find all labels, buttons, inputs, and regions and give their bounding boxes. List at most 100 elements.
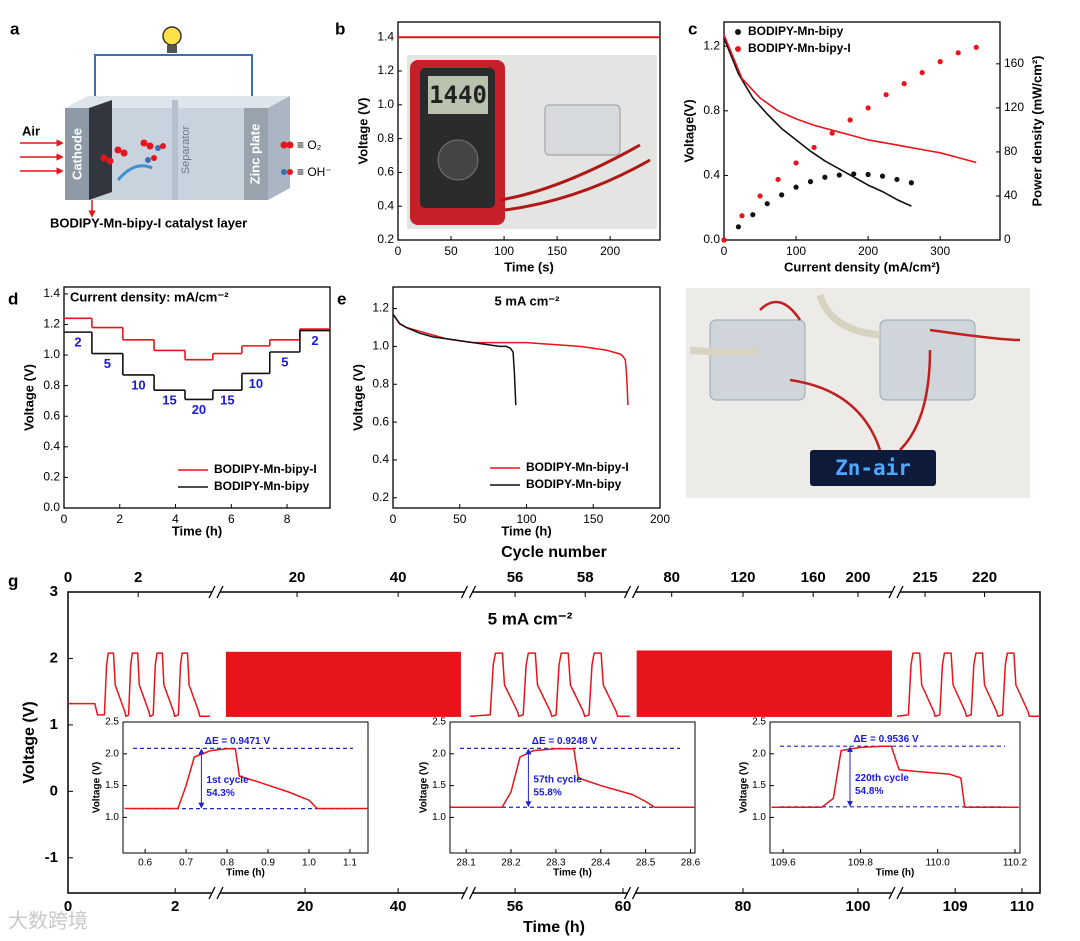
x2-tick-label: 120	[730, 569, 755, 586]
legend-label: BODIPY-Mn-bipy-I	[748, 41, 851, 55]
wire	[94, 54, 253, 108]
probe-wires	[499, 143, 651, 212]
cathode-label: Cathode	[69, 128, 84, 180]
y-tick-label: 1.0	[432, 812, 446, 823]
axis-break	[460, 585, 477, 599]
separator-plate	[172, 100, 178, 200]
x-axis-label: Time (h)	[523, 919, 585, 936]
y-tick-label: 1.4	[377, 29, 394, 43]
power-dot	[937, 59, 943, 65]
power-dot	[847, 117, 853, 123]
y-tick-label: 1.0	[105, 812, 119, 823]
legend-label: BODIPY-Mn-bipy	[214, 479, 310, 493]
legend-swatch	[735, 29, 741, 35]
step-label: 2	[311, 333, 318, 348]
legend-swatch	[735, 46, 741, 52]
cell	[879, 319, 976, 401]
x2-tick-label: 58	[577, 569, 594, 586]
x-axis-label: Current density (mA/cm²)	[784, 259, 940, 274]
y-tick-label: 1.4	[43, 286, 60, 300]
x-tick-label: 100	[516, 512, 536, 526]
y-tick-label: 1.0	[43, 347, 60, 361]
cathode-plate	[65, 108, 89, 200]
x-axis-label: Time (h)	[172, 523, 222, 538]
y-tick-label: 2.5	[105, 717, 119, 728]
data-line	[896, 652, 1040, 718]
x-tick-label: 1.1	[343, 858, 357, 869]
tubes	[689, 293, 881, 356]
power-dot	[829, 130, 835, 136]
power-dot	[919, 70, 925, 76]
y-tick-label: 1.2	[372, 301, 389, 315]
data-line	[124, 747, 368, 810]
power-dot	[750, 212, 756, 218]
y-axis-label: Voltage (V)	[21, 701, 38, 783]
panel-label: b	[335, 19, 345, 38]
x-tick-label: 110	[1010, 898, 1034, 915]
x2-tick-label: 0	[64, 569, 72, 586]
power-dot	[955, 50, 961, 56]
y-tick-label: 0	[50, 782, 58, 799]
y-tick-label: 0.4	[372, 452, 389, 466]
panel-label: d	[8, 289, 18, 308]
zinc-plate-label: Zinc plate	[247, 124, 262, 185]
power-dot	[883, 92, 889, 98]
power-dot	[811, 144, 817, 151]
plot-frame	[723, 21, 1001, 241]
power-dot	[793, 184, 799, 190]
x-tick-label: 150	[547, 244, 567, 258]
x-tick-label: 40	[390, 898, 407, 915]
delta-label: ΔE = 0.9248 V	[532, 736, 598, 747]
y-axis-label: Voltage(V)	[681, 99, 696, 162]
legend-label: BODIPY-Mn-bipy-I	[214, 462, 317, 476]
bulb	[162, 26, 182, 46]
x-tick-label: 4	[172, 512, 179, 526]
cycling-band	[636, 650, 892, 717]
axis-break	[623, 886, 640, 900]
y-tick-label: 1.2	[377, 63, 394, 77]
y2-tick-label: 80	[1004, 144, 1018, 158]
y-tick-label: 2	[50, 649, 58, 666]
y-tick-label: 0.8	[372, 376, 389, 390]
power-dot	[764, 201, 770, 207]
y-tick-label: 1	[50, 716, 58, 733]
y2-tick-label: 40	[1004, 188, 1018, 202]
power-dot	[793, 160, 799, 166]
axis-break-gap	[212, 890, 220, 896]
axis-break-gap	[464, 890, 473, 896]
power-dot	[721, 237, 727, 243]
step-label: 5	[281, 354, 288, 369]
axis-break	[208, 585, 224, 599]
y-tick-label: 0.0	[703, 232, 720, 246]
legend-label: BODIPY-Mn-bipy	[748, 24, 844, 38]
y-tick-label: 0.6	[372, 414, 389, 428]
x-tick-label: 100	[846, 898, 871, 915]
x-tick-label: 150	[583, 512, 603, 526]
y-tick-label: 3	[50, 583, 58, 600]
y-tick-label: 1.5	[432, 780, 446, 791]
y-tick-label: 2.5	[432, 717, 446, 728]
y-tick-label: 2.5	[752, 717, 766, 728]
x2-tick-label: 160	[801, 569, 826, 586]
o2-legend: ≡ O₂	[297, 138, 322, 152]
y-tick-label: 0.6	[43, 408, 60, 422]
molecules	[100, 139, 294, 181]
x-tick-label: 200	[858, 244, 878, 258]
power-dot	[879, 173, 886, 179]
step-label: 2	[74, 335, 81, 350]
x-tick-label: 20	[297, 898, 314, 915]
axis-break-gap	[892, 890, 900, 896]
zinc-plate	[244, 108, 268, 200]
x-axis-label: Time (h)	[876, 868, 915, 879]
data-line	[450, 747, 695, 808]
legend-label: BODIPY-Mn-bipy-I	[526, 460, 629, 474]
cell	[709, 319, 806, 401]
cycle-label: 220th cycle	[855, 773, 909, 784]
power-dot	[865, 171, 871, 178]
y-tick-label: 0.0	[43, 500, 60, 514]
y-tick-label: 1.2	[703, 38, 720, 52]
x2-tick-label: 2	[134, 569, 142, 586]
x-tick-label: 2	[171, 898, 179, 915]
plot-frame	[449, 721, 696, 854]
efficiency-label: 54.8%	[855, 786, 883, 797]
